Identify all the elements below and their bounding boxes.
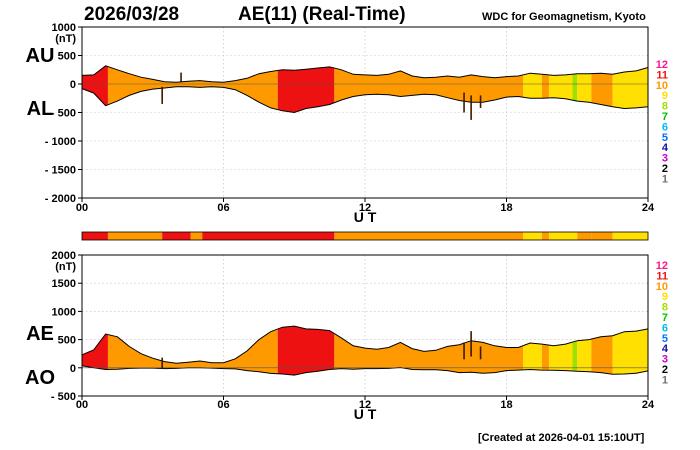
panel1-xtick-label: 18 [500,202,512,214]
panel1-legend-level: 3 [662,153,668,165]
panel1-series-au [81,65,649,83]
activity-bar-segment [202,232,335,240]
panel2-xtick-label: 06 [217,399,229,411]
panel2-xtick-label: 24 [642,399,655,411]
panel1-activity-segment [548,65,573,113]
panel1-ytick-label: 1000 [52,22,76,34]
panel2-activity-segment [591,326,613,376]
panel1-activity-segment [277,65,335,113]
panel2-legend-level: 5 [662,333,668,345]
panel2-ytick-label: 2000 [52,250,76,262]
panel1-xtick-label: 00 [76,202,88,214]
data-source-label: WDC for Geomagnetism, Kyoto [482,11,646,23]
panel1-ytick-label: - 2000 [45,193,76,205]
activity-bar-segment [577,232,592,240]
panel1-activity-segment [572,65,578,113]
panel1-series-al [81,86,649,114]
panel2-legend-level: 8 [662,302,668,314]
panel2-xaxis-label: U T [354,406,377,422]
panel1-legend-level: 11 [656,69,668,81]
panel2-legend-level: 10 [656,281,668,293]
panel1-legend-level: 7 [662,111,668,123]
activity-bar-segment [548,232,578,240]
panel2-legend-level: 4 [662,343,669,355]
panel1-legend-level: 10 [656,80,668,92]
panel2-legend-level: 12 [656,260,668,272]
panel1-legend-level: 6 [662,121,668,133]
activity-bar-segment [523,232,542,240]
panel1-ytick-label: 500 [58,51,76,63]
panel1-legend-level: 2 [662,163,668,175]
activity-bar-segment [107,232,163,240]
panel2-activity-segment [107,326,278,376]
plot-title: AE(11) (Real-Time) [238,4,406,25]
panel2-legend-level: 9 [662,291,668,303]
panel1-legend-level: 5 [662,132,668,144]
activity-bar-segment [162,232,191,240]
panel1-xaxis-label: U T [354,209,377,225]
panel2-legend-level: 2 [662,364,668,376]
panel2-series-label-bottom: AO [25,367,55,389]
panel2-xtick-label: 00 [76,399,88,411]
panel2-activity-segment [548,326,573,376]
panel2-activity-segment [612,326,648,376]
panel2-activity-segment [277,326,335,376]
panel1-activity-segment [591,65,613,113]
activity-bar-frame [81,231,649,241]
panel2-legend-level: 1 [662,374,668,386]
created-timestamp: [Created at 2026-04-01 15:10UT] [478,432,645,444]
activity-bar-segment [541,232,549,240]
panel1-ytick-label: - 500 [51,108,76,120]
panel1-legend-level: 8 [662,101,668,113]
panel2-series-ao [81,365,649,376]
panel2-legend-level: 7 [662,312,668,324]
activity-bar-segment [334,232,524,240]
panel2-activity-segment [577,326,592,376]
panel2-legend-level: 6 [662,322,668,334]
panel2-activity-segment [334,326,524,376]
panel2-ytick-label: - 500 [51,391,76,403]
panel2-legend-level: 3 [662,354,668,366]
panel1-xtick-label: 06 [217,202,229,214]
panel1-ytick-label: 0 [70,79,76,91]
panel2-ytick-label: 500 [58,335,76,347]
panel2-unit-label: (nT) [55,261,76,273]
panel2-xtick-label: 18 [500,399,512,411]
panel1-legend-level: 9 [662,90,668,102]
activity-bar-segment [190,232,203,240]
panel2-activity-segment [572,326,578,376]
panel1-legend-level: 12 [656,59,668,71]
panel1-activity-segment [541,65,549,113]
panel2-series-ae [81,325,649,364]
panel2-legend-level: 11 [656,270,668,282]
activity-bar-segment [591,232,613,240]
panel1-series-label-bottom: AL [27,98,54,120]
activity-bar-segment [82,232,108,240]
panel2-activity-segment [541,326,549,376]
panel1-xtick-label: 12 [359,202,371,214]
panel1-activity-segment [577,65,592,113]
panel2-ytick-label: 0 [70,363,76,375]
plot-date: 2026/03/28 [84,4,180,25]
panel1-legend-level: 1 [662,173,668,185]
activity-bar-segment [612,232,648,240]
panel1-ytick-label: - 1500 [45,165,76,177]
panel2-ytick-label: 1500 [52,278,76,290]
panel1-legend-level: 4 [662,142,669,154]
panel1-unit-label: (nT) [55,33,76,45]
panel2-series-label-top: AE [26,323,54,345]
panel1-activity-segment [107,65,278,113]
panel1-xtick-label: 24 [642,202,655,214]
panel2-activity-segment [82,326,108,376]
panel2-xtick-label: 12 [359,399,371,411]
panel1-series-label-top: AU [26,45,55,67]
panel1-ytick-label: - 1000 [45,136,76,148]
panel2-activity-segment [523,326,542,376]
panel2-ytick-label: 1000 [52,306,76,318]
